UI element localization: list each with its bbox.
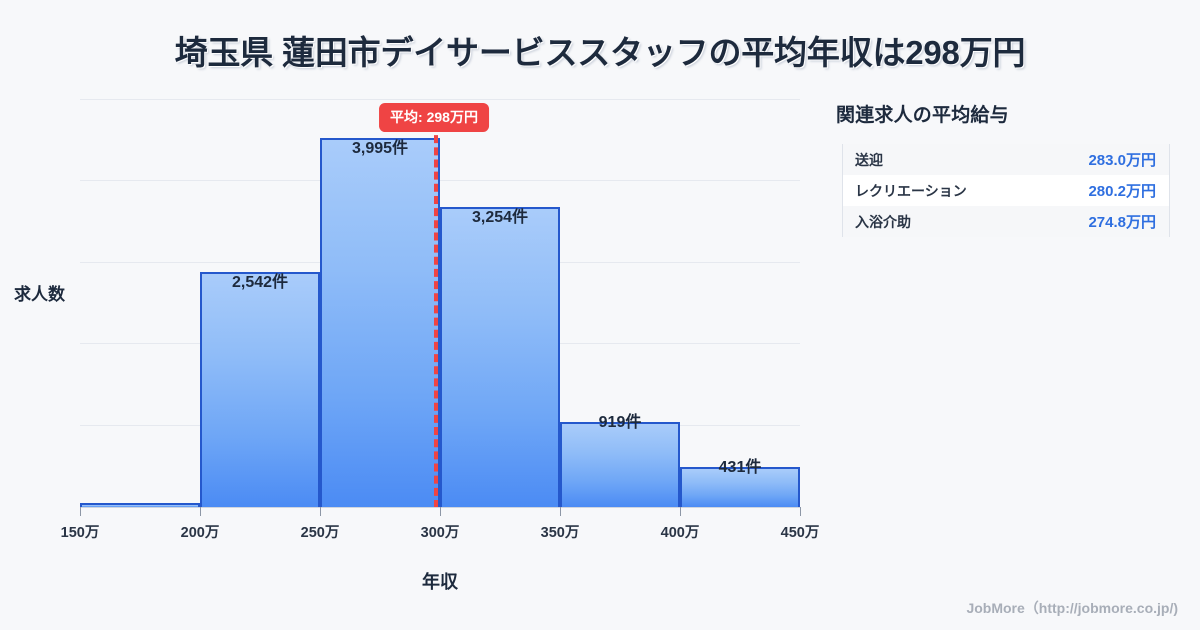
histogram-bar	[200, 272, 320, 507]
table-cell-label: 入浴介助	[855, 213, 911, 230]
x-axis-title: 年収	[422, 572, 458, 592]
x-axis-tick-label: 400万	[660, 525, 700, 541]
histogram-bar	[80, 503, 200, 507]
x-axis-tick	[440, 507, 441, 516]
table-cell-label: 送迎	[855, 151, 883, 168]
y-axis-title: 求人数	[14, 285, 65, 304]
x-axis-tick-label: 450万	[780, 525, 820, 541]
plot-area	[80, 99, 800, 507]
x-axis-tick	[680, 507, 681, 516]
bar-value-label: 3,254件	[471, 209, 529, 226]
table-row: 入浴介助 274.8万円	[843, 206, 1169, 237]
histogram-bar	[680, 467, 800, 507]
related-salary-title: 関連求人の平均給与	[836, 105, 1009, 126]
x-axis-tick-label: 150万	[60, 525, 100, 541]
bar-value-label: 919件	[598, 414, 642, 431]
x-axis-tick	[800, 507, 801, 516]
table-cell-value: 283.0万円	[1088, 152, 1156, 169]
average-marker-badge: 平均: 298万円	[379, 103, 489, 132]
bar-value-label: 3,995件	[351, 140, 409, 157]
related-salary-panel: 関連求人の平均給与 送迎 283.0万円 レクリエーション 280.2万円 入浴…	[836, 100, 1172, 237]
average-marker-line	[434, 123, 438, 508]
x-axis-tick	[80, 507, 81, 516]
histogram-bar	[440, 207, 560, 507]
bar-value-label: 431件	[718, 459, 762, 476]
table-cell-value: 274.8万円	[1088, 214, 1156, 231]
footer-attribution: JobMore（http://jobmore.co.jp/)	[966, 600, 1178, 616]
x-axis-tick	[560, 507, 561, 516]
table-row: 送迎 283.0万円	[843, 144, 1169, 175]
x-axis-tick-label: 350万	[540, 525, 580, 541]
x-axis-tick	[200, 507, 201, 516]
histogram-bar	[320, 138, 440, 507]
x-axis-tick	[320, 507, 321, 516]
histogram-chart: 2,542件 3,995件 3,254件 919件 431件 平均: 298万円…	[14, 99, 819, 592]
table-cell-value: 280.2万円	[1088, 183, 1156, 200]
gridline	[80, 99, 800, 100]
x-axis-tick-label: 200万	[180, 525, 220, 541]
related-salary-table: 送迎 283.0万円 レクリエーション 280.2万円 入浴介助 274.8万円	[842, 144, 1170, 237]
x-axis-tick-label: 300万	[420, 525, 460, 541]
histogram-bar	[560, 422, 680, 507]
page-title: 埼玉県 蓮田市デイサービススタッフの平均年収は298万円	[174, 34, 1026, 71]
x-axis-tick-label: 250万	[300, 525, 340, 541]
bar-value-label: 2,542件	[231, 274, 289, 291]
table-row: レクリエーション 280.2万円	[843, 175, 1169, 206]
table-cell-label: レクリエーション	[855, 182, 967, 199]
gridline	[80, 180, 800, 181]
